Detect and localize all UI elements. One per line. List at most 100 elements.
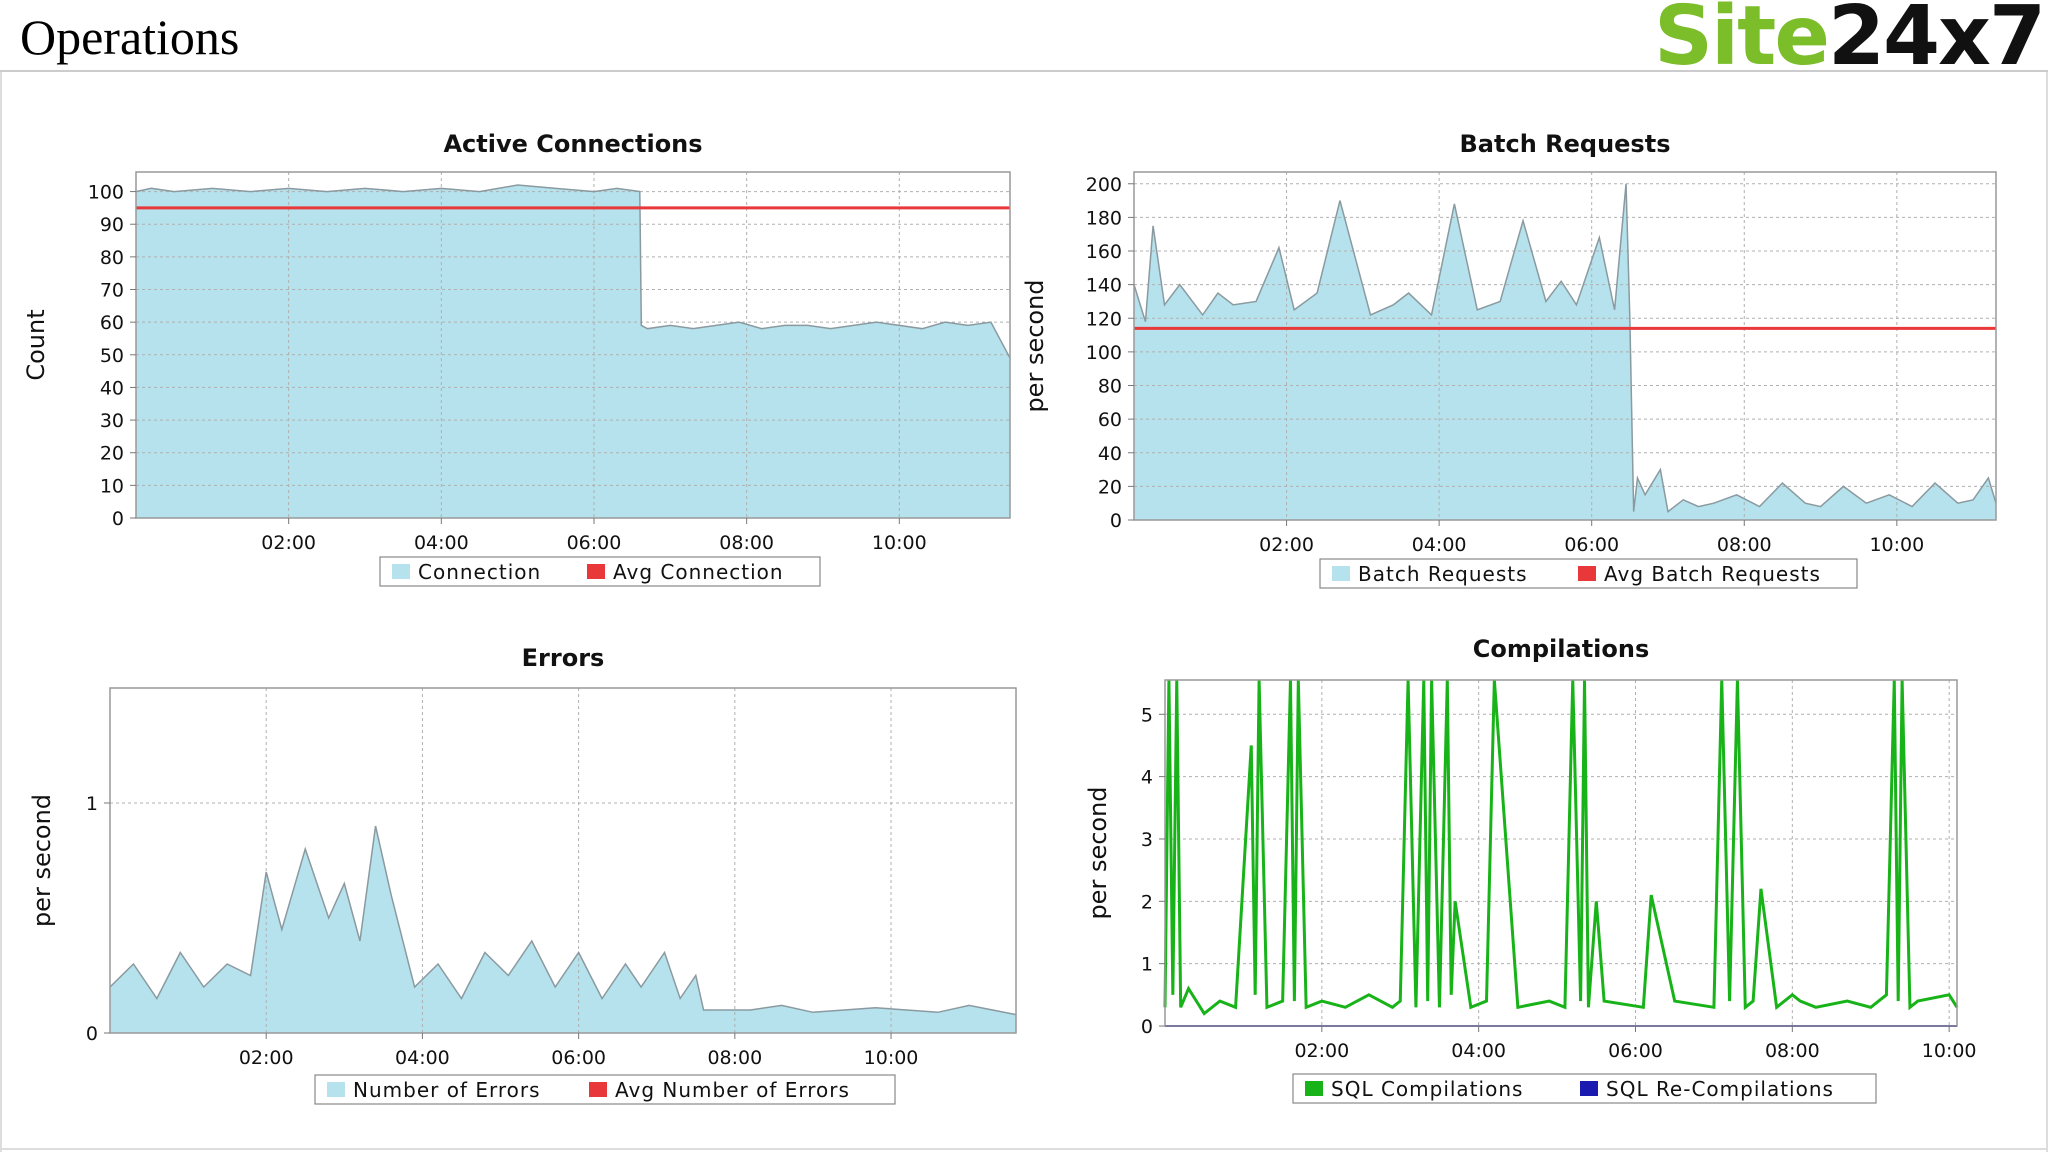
batch-legend-swatch-1 <box>1578 566 1596 581</box>
batch-ytick-label-0: 0 <box>1110 510 1122 532</box>
active-legend-label-1: Avg Connection <box>613 560 784 584</box>
active-ylabel: Count <box>22 309 50 380</box>
active-ytick-label-4: 40 <box>100 377 124 399</box>
comp-ytick-label-3: 3 <box>1141 829 1153 851</box>
active-ytick-label-0: 0 <box>112 508 124 530</box>
frame-left-border <box>0 72 2 1152</box>
batch-xtick-label-3: 08:00 <box>1717 534 1772 556</box>
comp-chart: Compilations 0 1 2 3 4 5 02:00 04:00 06:00 08:00 10… <box>1084 635 1977 1104</box>
comp-ytick-label-2: 2 <box>1141 891 1153 913</box>
batch-series-outline <box>1133 183 1997 513</box>
comp-xtick-label-1: 04:00 <box>1451 1040 1506 1062</box>
batch-ytick-label-2: 40 <box>1098 443 1122 465</box>
brand-logo: Site24x7 <box>1653 0 2046 84</box>
comp-ytick-label-1: 1 <box>1141 954 1153 976</box>
errors-xtick-label-1: 04:00 <box>395 1047 450 1069</box>
active-chart: Active Connections 0 10 20 30 40 50 60 70 80 90 100… <box>22 130 1011 587</box>
active-plot-border <box>135 171 1011 519</box>
active-ytick-label-5: 50 <box>100 345 124 367</box>
active-legend-swatch-1 <box>587 564 605 579</box>
active-xtick-label-1: 04:00 <box>414 532 469 554</box>
errors-xtick-label-3: 08:00 <box>707 1047 762 1069</box>
errors-title: Errors <box>522 644 605 672</box>
batch-ytick-label-8: 160 <box>1086 241 1122 263</box>
active-ytick-label-10: 100 <box>88 182 124 204</box>
batch-xtick-label-2: 06:00 <box>1564 534 1619 556</box>
active-xtick-label-0: 02:00 <box>261 532 316 554</box>
comp-xtick-label-2: 06:00 <box>1608 1040 1663 1062</box>
errors-plot-border <box>109 687 1017 1034</box>
batch-title: Batch Requests <box>1460 130 1671 158</box>
batch-legend-label-0: Batch Requests <box>1358 562 1528 586</box>
batch-ytick-label-3: 60 <box>1098 409 1122 431</box>
page-title: Operations <box>20 9 240 65</box>
batch-xtick-label-0: 02:00 <box>1259 534 1314 556</box>
comp-legend-box <box>1292 1073 1877 1104</box>
errors-series-outline <box>109 825 1017 1016</box>
errors-ytick-label-1: 1 <box>86 793 98 815</box>
comp-xtick-label-0: 02:00 <box>1294 1040 1349 1062</box>
errors-xtick-label-2: 06:00 <box>551 1047 606 1069</box>
batch-ytick-label-6: 120 <box>1086 308 1122 330</box>
errors-xtick-label-0: 02:00 <box>239 1047 294 1069</box>
frame-bottom-border <box>0 1148 2048 1150</box>
comp-legend-label-1: SQL Re-Compilations <box>1606 1077 1834 1101</box>
errors-legend-box <box>314 1074 896 1105</box>
active-title: Active Connections <box>443 130 702 158</box>
batch-chart: Batch Requests 0 20 40 60 80 100 120 140 160 180 20… <box>1021 130 1997 589</box>
active-ytick-label-2: 20 <box>100 443 124 465</box>
errors-legend-swatch-1 <box>589 1082 607 1097</box>
logo-site-text: Site <box>1653 0 1830 84</box>
batch-ytick-label-5: 100 <box>1086 342 1122 364</box>
active-legend-swatch-0 <box>392 564 410 579</box>
batch-ytick-label-10: 200 <box>1086 174 1122 196</box>
batch-legend-label-1: Avg Batch Requests <box>1604 562 1821 586</box>
batch-legend-swatch-0 <box>1332 566 1350 581</box>
errors-xtick-label-4: 10:00 <box>864 1047 919 1069</box>
errors-chart: Errors 0 1 02:00 04:00 06:00 08:00 10:00 per sec… <box>28 644 1017 1105</box>
comp-title: Compilations <box>1473 635 1650 663</box>
active-ytick-label-3: 30 <box>100 410 124 432</box>
comp-series-line-0 <box>1163 679 1959 1016</box>
comp-legend-label-0: SQL Compilations <box>1331 1077 1523 1101</box>
batch-ylabel: per second <box>1021 279 1049 412</box>
comp-ytick-label-0: 0 <box>1141 1016 1153 1038</box>
active-legend-label-0: Connection <box>418 560 541 584</box>
comp-xtick-label-3: 08:00 <box>1765 1040 1820 1062</box>
active-ytick-label-7: 70 <box>100 280 124 302</box>
batch-ytick-label-9: 180 <box>1086 207 1122 229</box>
active-ytick-label-9: 90 <box>100 214 124 236</box>
active-ytick-label-8: 80 <box>100 247 124 269</box>
header-divider <box>0 70 2048 72</box>
batch-xtick-label-1: 04:00 <box>1412 534 1467 556</box>
errors-ylabel: per second <box>28 794 56 927</box>
batch-xtick-label-4: 10:00 <box>1869 534 1924 556</box>
errors-series-area <box>110 826 1016 1033</box>
active-ytick-label-1: 10 <box>100 475 124 497</box>
errors-legend-swatch-0 <box>327 1082 345 1097</box>
active-ytick-label-6: 60 <box>100 312 124 334</box>
comp-ylabel: per second <box>1084 786 1112 919</box>
errors-ytick-label-0: 0 <box>86 1023 98 1045</box>
comp-ytick-label-4: 4 <box>1141 767 1153 789</box>
logo-24x7-text: 24x7 <box>1827 0 2046 84</box>
comp-xtick-label-4: 10:00 <box>1922 1040 1977 1062</box>
active-xtick-label-2: 06:00 <box>567 532 622 554</box>
batch-series-area <box>1134 183 1996 520</box>
errors-legend-label-1: Avg Number of Errors <box>615 1078 850 1102</box>
frame-right-border <box>2046 72 2048 1152</box>
comp-legend-swatch-0 <box>1305 1081 1323 1096</box>
batch-ytick-label-4: 80 <box>1098 376 1122 398</box>
errors-legend-label-0: Number of Errors <box>353 1078 541 1102</box>
active-xtick-label-4: 10:00 <box>872 532 927 554</box>
comp-ytick-label-5: 5 <box>1141 704 1153 726</box>
active-xtick-label-3: 08:00 <box>719 532 774 554</box>
batch-ytick-label-7: 140 <box>1086 275 1122 297</box>
comp-legend-swatch-1 <box>1580 1081 1598 1096</box>
active-series-outline <box>135 184 1011 359</box>
batch-ytick-label-1: 20 <box>1098 476 1122 498</box>
batch-plot-border <box>1133 171 1997 521</box>
active-series-area <box>136 185 1010 518</box>
comp-plot-border <box>1164 679 1958 1027</box>
